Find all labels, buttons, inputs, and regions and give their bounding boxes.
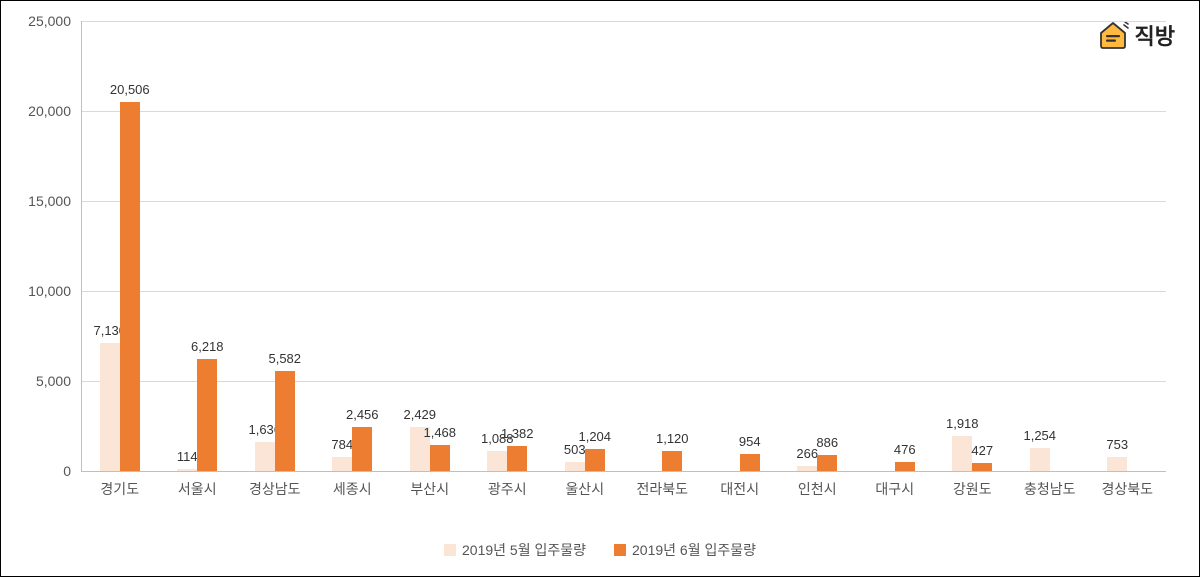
bar-group: 2,4291,468 <box>410 21 450 471</box>
bar-value-label: 1,918 <box>946 416 979 431</box>
bar-group: 1,0881,382 <box>487 21 527 471</box>
bar-june: 427 <box>972 463 992 471</box>
y-tick-label: 10,000 <box>28 283 71 299</box>
bar-group: 5031,204 <box>565 21 605 471</box>
x-category-label: 세종시 <box>333 479 372 499</box>
bar-value-label: 20,506 <box>110 82 150 97</box>
bar-value-label: 1,382 <box>501 426 534 441</box>
x-category-label: 강원도 <box>953 479 992 499</box>
bar-june: 6,218 <box>197 359 217 471</box>
bar-value-label: 753 <box>1106 437 1128 452</box>
legend-label: 2019년 5월 입주물량 <box>462 540 586 560</box>
legend-swatch <box>444 544 456 556</box>
bar-value-label: 5,582 <box>268 351 301 366</box>
y-tick-label: 20,000 <box>28 103 71 119</box>
bar-may: 1,254 <box>1030 448 1050 471</box>
bar-value-label: 427 <box>971 443 993 458</box>
bar-june: 1,120 <box>662 451 682 471</box>
bar-group: 476 <box>875 21 915 471</box>
bar-group: 753 <box>1107 21 1147 471</box>
bar-value-label: 1,204 <box>578 429 611 444</box>
x-category-label: 광주시 <box>488 479 527 499</box>
bar-value-label: 2,429 <box>403 407 436 422</box>
bar-june: 1,382 <box>507 446 527 471</box>
y-axis: 05,00010,00015,00020,00025,000 <box>1 1 81 471</box>
legend: 2019년 5월 입주물량 2019년 6월 입주물량 <box>1 540 1199 560</box>
x-category-label: 인천시 <box>798 479 837 499</box>
legend-item: 2019년 6월 입주물량 <box>614 540 756 560</box>
y-tick-label: 25,000 <box>28 13 71 29</box>
bar-value-label: 6,218 <box>191 339 224 354</box>
x-category-label: 부산시 <box>410 479 449 499</box>
bar-value-label: 1,468 <box>423 425 456 440</box>
bar-june: 476 <box>895 462 915 471</box>
bar-value-label: 114 <box>177 449 198 464</box>
bar-group: 266886 <box>797 21 837 471</box>
x-category-label: 경상남도 <box>249 479 301 499</box>
bar-group: 7,13020,506 <box>100 21 140 471</box>
bar-value-label: 886 <box>816 435 838 450</box>
x-category-label: 충청남도 <box>1024 479 1076 499</box>
bar-value-label: 476 <box>894 442 916 457</box>
bar-group: 1,6365,582 <box>255 21 295 471</box>
y-tick-label: 5,000 <box>36 373 71 389</box>
chart-container: 직방 05,00010,00015,00020,00025,000 7,1302… <box>0 0 1200 577</box>
bar-june: 5,582 <box>275 371 295 471</box>
x-category-label: 전라북도 <box>636 479 688 499</box>
bar-group: 1,254 <box>1030 21 1070 471</box>
bar-group: 1,120 <box>642 21 682 471</box>
bar-june: 1,204 <box>585 449 605 471</box>
y-tick-label: 15,000 <box>28 193 71 209</box>
x-category-label: 경기도 <box>100 479 139 499</box>
bar-value-label: 954 <box>739 434 761 449</box>
y-tick-label: 0 <box>63 463 71 479</box>
plot-area: 7,13020,5061146,2181,6365,5827842,4562,4… <box>81 21 1166 471</box>
bar-group: 7842,456 <box>332 21 372 471</box>
x-axis-line <box>81 471 1166 472</box>
x-category-label: 대전시 <box>720 479 759 499</box>
bar-value-label: 266 <box>796 446 818 461</box>
bar-may: 1,088 <box>487 451 507 471</box>
x-category-label: 대구시 <box>875 479 914 499</box>
bar-june: 2,456 <box>352 427 372 471</box>
bar-group: 1,918427 <box>952 21 992 471</box>
bar-june: 954 <box>740 454 760 471</box>
x-category-label: 울산시 <box>565 479 604 499</box>
bar-value-label: 1,120 <box>656 431 689 446</box>
legend-item: 2019년 5월 입주물량 <box>444 540 586 560</box>
bar-value-label: 784 <box>331 437 353 452</box>
bar-may: 784 <box>332 457 352 471</box>
bar-group: 954 <box>720 21 760 471</box>
bar-value-label: 2,456 <box>346 407 379 422</box>
bar-may: 1,918 <box>952 436 972 471</box>
bar-may: 503 <box>565 462 585 471</box>
y-axis-line <box>81 21 82 471</box>
bar-june: 1,468 <box>430 445 450 471</box>
legend-label: 2019년 6월 입주물량 <box>632 540 756 560</box>
bar-may: 1,636 <box>255 442 275 471</box>
bar-may: 753 <box>1107 457 1127 471</box>
x-category-label: 경상북도 <box>1101 479 1153 499</box>
bars-region: 7,13020,5061146,2181,6365,5827842,4562,4… <box>81 21 1166 471</box>
x-category-label: 서울시 <box>178 479 217 499</box>
legend-swatch <box>614 544 626 556</box>
bar-june: 20,506 <box>120 102 140 471</box>
x-axis-labels: 경기도 서울시 경상남도 세종시 부산시 광주시 울산시 전라북도 대전시 인천시 대구시 강원도 충청… <box>81 479 1166 509</box>
bar-june: 886 <box>817 455 837 471</box>
bar-may: 7,130 <box>100 343 120 471</box>
bar-value-label: 1,254 <box>1023 428 1056 443</box>
bar-group: 1146,218 <box>177 21 217 471</box>
